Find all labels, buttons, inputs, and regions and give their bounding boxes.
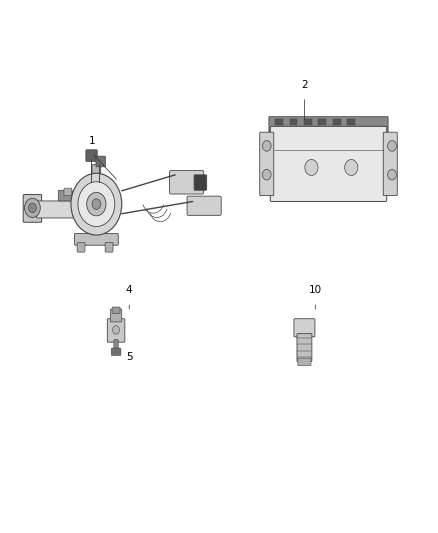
Bar	[304, 119, 312, 125]
Bar	[290, 119, 297, 125]
Circle shape	[87, 192, 106, 216]
Circle shape	[28, 203, 36, 213]
FancyBboxPatch shape	[270, 126, 387, 201]
Bar	[347, 119, 355, 125]
FancyBboxPatch shape	[96, 156, 106, 167]
FancyBboxPatch shape	[58, 190, 72, 201]
Circle shape	[71, 173, 122, 235]
FancyBboxPatch shape	[23, 195, 42, 222]
Circle shape	[388, 141, 396, 151]
FancyBboxPatch shape	[383, 132, 397, 196]
Text: 2: 2	[301, 80, 308, 90]
FancyBboxPatch shape	[260, 132, 274, 196]
FancyBboxPatch shape	[110, 309, 122, 322]
Circle shape	[25, 198, 40, 217]
Circle shape	[113, 326, 120, 334]
FancyBboxPatch shape	[77, 243, 85, 252]
FancyBboxPatch shape	[36, 201, 117, 218]
FancyBboxPatch shape	[298, 358, 311, 366]
FancyBboxPatch shape	[64, 188, 72, 196]
Bar	[275, 119, 283, 125]
FancyBboxPatch shape	[112, 307, 120, 313]
FancyBboxPatch shape	[187, 196, 221, 215]
Text: 4: 4	[126, 286, 133, 295]
FancyBboxPatch shape	[170, 171, 204, 194]
Bar	[318, 119, 326, 125]
Text: 5: 5	[126, 352, 133, 362]
Circle shape	[78, 182, 115, 227]
FancyBboxPatch shape	[92, 165, 101, 236]
FancyBboxPatch shape	[194, 175, 207, 190]
FancyBboxPatch shape	[74, 233, 118, 245]
FancyBboxPatch shape	[111, 348, 121, 356]
Text: 10: 10	[309, 286, 322, 295]
Circle shape	[92, 199, 101, 209]
FancyBboxPatch shape	[86, 150, 97, 161]
Circle shape	[262, 169, 271, 180]
Circle shape	[388, 169, 396, 180]
FancyBboxPatch shape	[297, 334, 312, 361]
Bar	[333, 119, 341, 125]
Circle shape	[305, 159, 318, 175]
FancyBboxPatch shape	[294, 319, 315, 337]
Circle shape	[345, 159, 358, 175]
FancyBboxPatch shape	[269, 117, 388, 133]
FancyBboxPatch shape	[107, 319, 125, 342]
Text: 1: 1	[88, 136, 95, 146]
FancyBboxPatch shape	[114, 340, 118, 351]
FancyBboxPatch shape	[105, 243, 113, 252]
Circle shape	[262, 141, 271, 151]
